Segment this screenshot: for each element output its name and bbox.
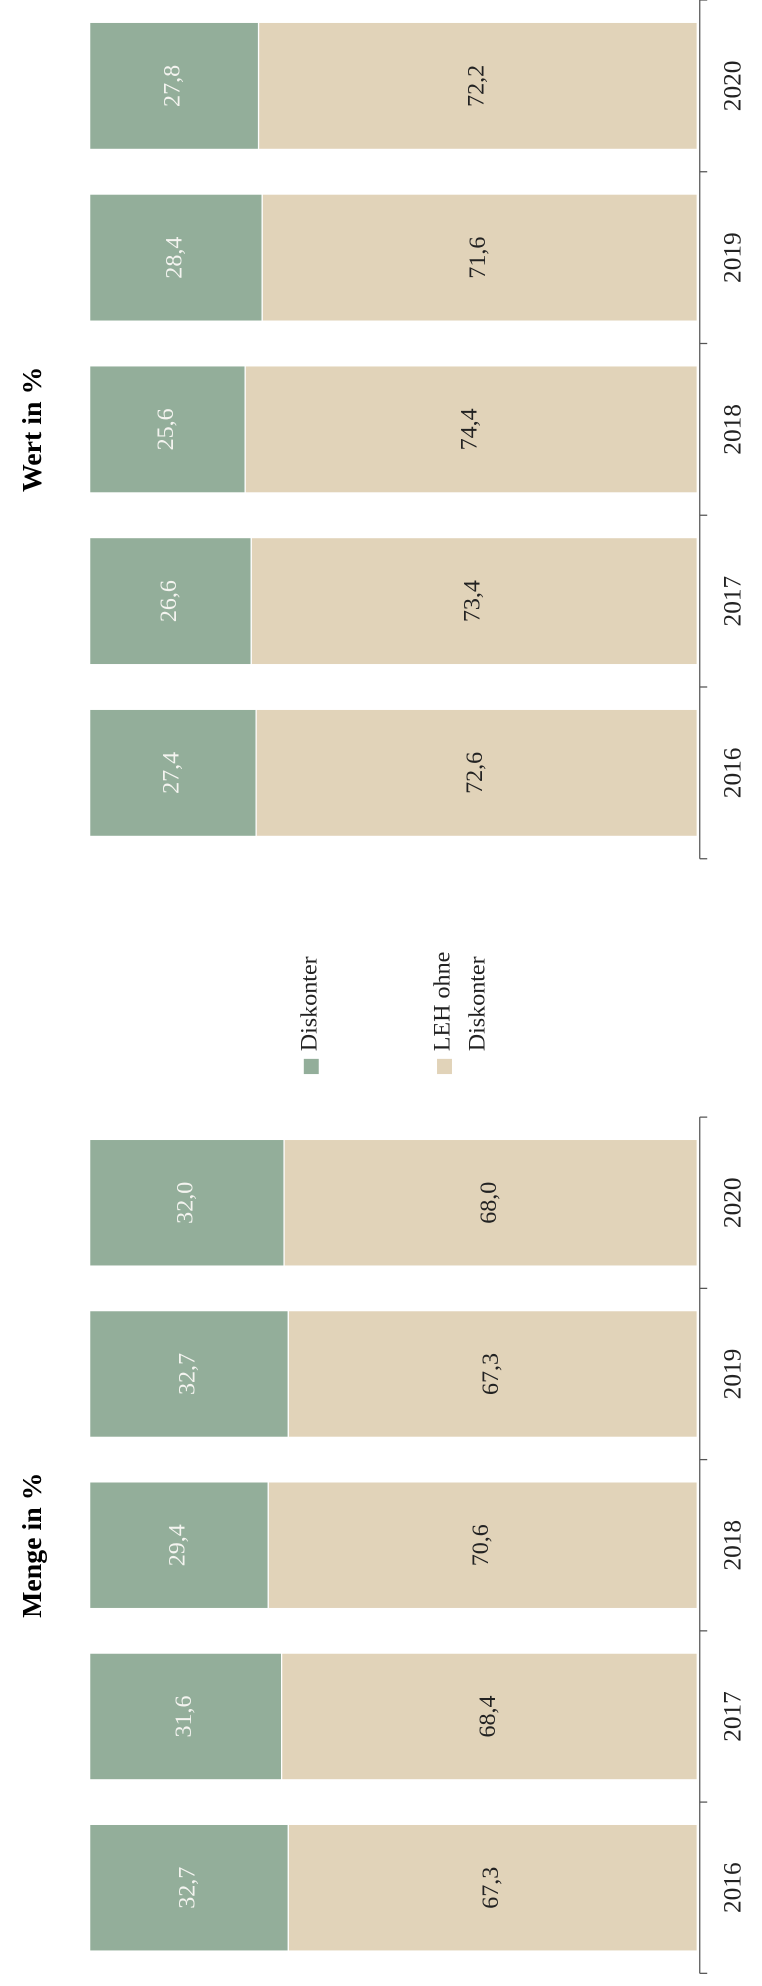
value-label: 27,8 [160, 65, 186, 107]
chart-title: Menge in % [16, 1473, 47, 1618]
bar-segment [89, 1823, 289, 1952]
bar-segment [89, 708, 257, 838]
bar-segment [89, 536, 252, 666]
bar-segment [287, 1309, 698, 1438]
x-tick-label: 2016 [720, 1862, 747, 1913]
value-label: 68,0 [476, 1182, 502, 1224]
legend-swatch [437, 1058, 452, 1075]
value-label: 25,6 [153, 408, 179, 450]
chart-title: Wert in % [16, 367, 47, 492]
x-tick-label: 2020 [720, 61, 747, 112]
bar-segment [283, 1138, 698, 1267]
value-label: 68,4 [475, 1695, 501, 1737]
bar-segment [281, 1652, 698, 1781]
x-tick-label: 2016 [720, 748, 747, 799]
bar-segment [89, 1481, 269, 1610]
legend-line: Diskonter [465, 956, 491, 1051]
x-tick-label: 2017 [720, 576, 747, 627]
x-tick-label: 2020 [720, 1177, 747, 1228]
bar-segment [267, 1481, 698, 1610]
x-tick-label: 2017 [720, 1691, 747, 1742]
value-label: 27,4 [158, 752, 184, 794]
bar-segment [250, 536, 698, 666]
bar-segment [261, 193, 698, 322]
value-label: 67,3 [478, 1867, 504, 1909]
bar-segment [89, 21, 260, 151]
value-label: 32,7 [175, 1353, 201, 1395]
value-label: 31,6 [171, 1695, 197, 1737]
bar-segment [89, 1309, 289, 1438]
x-tick-label: 2019 [720, 1349, 747, 1400]
value-label: 72,2 [464, 65, 490, 107]
bar-segment [255, 708, 698, 838]
legend-line: LEH ohne [430, 952, 456, 1052]
value-label: 72,6 [462, 752, 488, 794]
value-label: 29,4 [165, 1524, 191, 1566]
legend-swatch [303, 1058, 319, 1075]
bar-segment [257, 21, 698, 151]
value-label: 70,6 [468, 1524, 494, 1566]
x-tick-label: 2018 [720, 1520, 747, 1571]
bar-segment [89, 1138, 285, 1267]
bar-segment [89, 365, 246, 494]
value-label: 26,6 [156, 580, 182, 622]
value-label: 71,6 [465, 237, 491, 279]
bar-segment [89, 1652, 283, 1781]
value-label: 32,0 [172, 1182, 198, 1224]
value-label: 67,3 [478, 1353, 504, 1395]
legend-label: Diskonter [297, 956, 323, 1051]
legend-label: LEH ohne Diskonter [430, 952, 491, 1052]
bar-segment [89, 193, 263, 322]
value-label: 74,4 [457, 408, 483, 450]
value-label: 73,4 [460, 580, 486, 622]
value-label: 32,7 [175, 1867, 201, 1909]
value-label: 28,4 [162, 237, 188, 279]
bar-segment [244, 365, 698, 494]
bar-segment [287, 1823, 698, 1952]
x-tick-label: 2018 [720, 404, 747, 455]
x-tick-label: 2019 [720, 232, 747, 283]
